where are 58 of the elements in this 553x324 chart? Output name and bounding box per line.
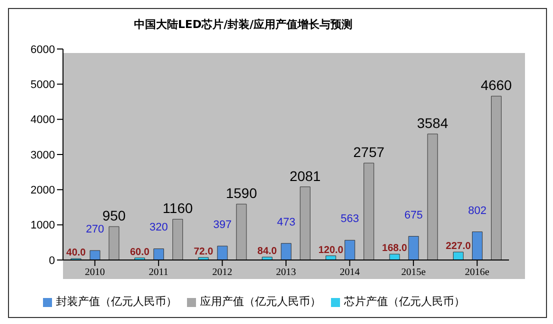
bar (262, 256, 272, 260)
data-label: 1160 (162, 200, 193, 216)
data-label: 320 (150, 222, 168, 234)
data-label: 270 (86, 224, 104, 236)
data-label: 675 (404, 209, 423, 222)
x-tick-label: 2013 (276, 267, 296, 278)
legend-label: 应用产值（亿元人民币） (200, 296, 321, 308)
data-label: 1590 (226, 185, 258, 202)
data-label: 72.0 (194, 246, 214, 258)
data-label: 950 (102, 208, 126, 224)
x-tick-label: 2011 (148, 267, 168, 278)
y-tick-label: 4000 (30, 114, 55, 126)
bar (108, 226, 120, 260)
data-label: 473 (276, 216, 296, 228)
y-tick-label: 0 (48, 254, 55, 267)
data-label: 3584 (416, 114, 448, 131)
data-label: 397 (213, 219, 232, 232)
bar (198, 257, 209, 260)
data-label: 2081 (290, 168, 321, 184)
y-tick-label: 5000 (30, 79, 55, 92)
data-label: 2757 (353, 144, 385, 160)
bar (453, 252, 464, 260)
chart-title: 中国大陆LED芯片/封装/应用产值增长与预测 (134, 17, 353, 32)
data-label: 563 (340, 213, 360, 226)
bar (326, 256, 336, 260)
x-tick-label: 2016e (464, 267, 490, 278)
legend-label: 芯片产值（亿元人民币） (344, 296, 465, 308)
data-label: 802 (468, 204, 486, 217)
legend-label: 封装产值（亿元人民币） (56, 296, 177, 308)
x-tick-label: 2014 (340, 267, 360, 278)
data-label: 60.0 (130, 246, 150, 258)
bar (172, 218, 183, 260)
x-tick-label: 2010 (84, 267, 105, 278)
y-tick-label: 6000 (30, 44, 55, 56)
bar (389, 254, 400, 260)
bar (153, 248, 164, 260)
data-label: 227.0 (446, 241, 472, 252)
x-tick-label: 2012 (212, 267, 232, 278)
bar (364, 162, 374, 260)
x-tick-label: 2015e (401, 267, 426, 278)
bar (491, 96, 502, 260)
bar (344, 240, 356, 260)
bar (408, 236, 419, 260)
y-tick-label: 2000 (30, 184, 55, 197)
y-tick-label: 3000 (30, 149, 55, 162)
bar (427, 134, 438, 260)
data-label: 4660 (480, 77, 512, 94)
y-tick-label: 1000 (30, 220, 55, 232)
data-label: 120.0 (318, 244, 344, 256)
data-label: 84.0 (257, 246, 278, 258)
bar (300, 186, 310, 260)
bar (472, 232, 483, 260)
data-label: 40.0 (66, 248, 86, 259)
bar (280, 243, 292, 260)
data-label: 168.0 (382, 243, 408, 254)
bar (217, 246, 228, 260)
bar (90, 250, 100, 260)
bar (236, 204, 247, 260)
